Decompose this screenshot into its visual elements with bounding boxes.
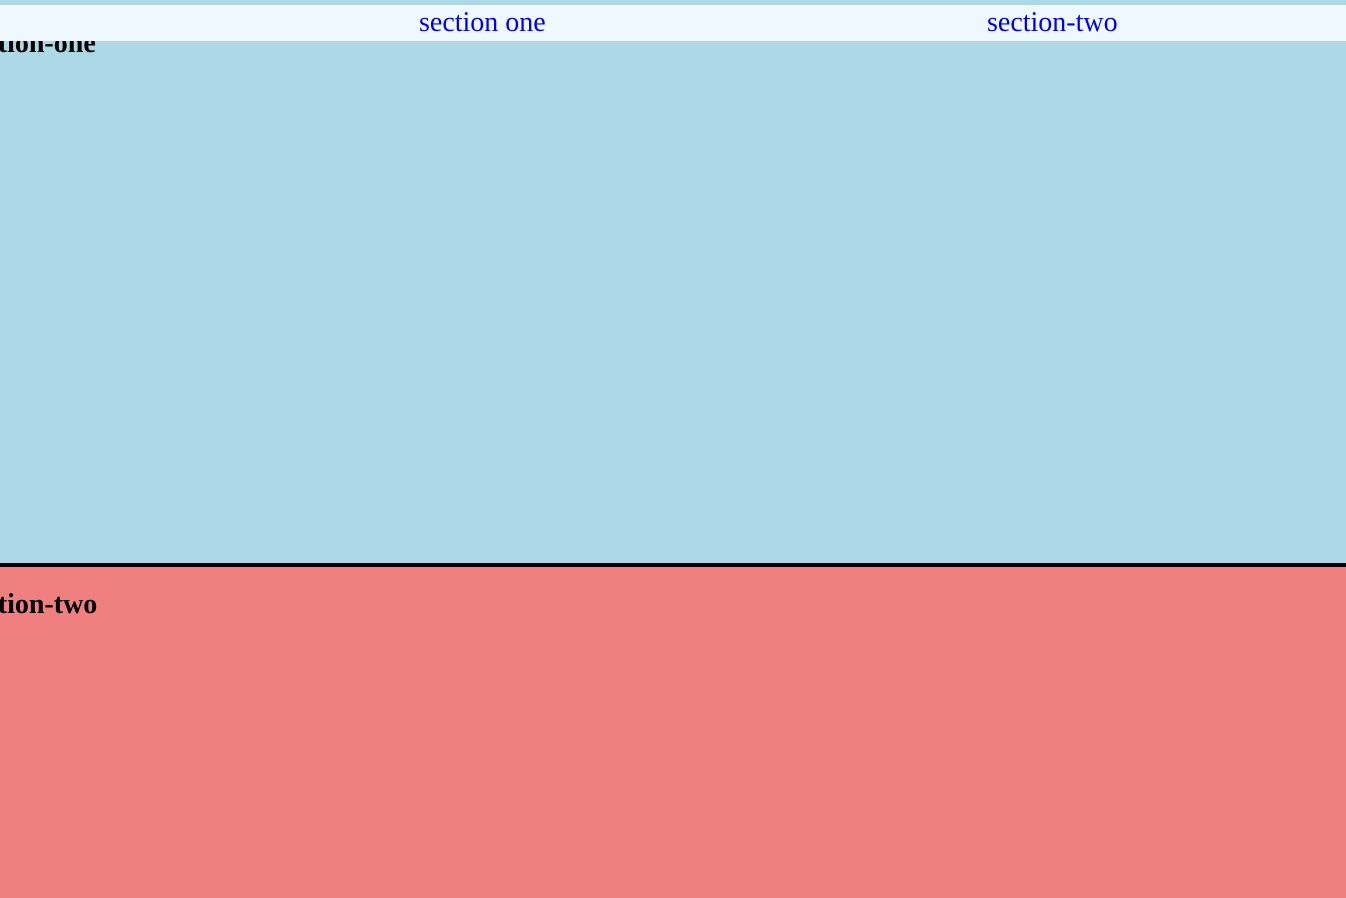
top-nav: section one section-two bbox=[0, 5, 1346, 41]
nav-link-section-two[interactable]: section-two bbox=[987, 7, 1118, 38]
nav-link-section-one[interactable]: section one bbox=[419, 7, 546, 38]
section-two: section-two bbox=[0, 567, 1346, 898]
section-divider bbox=[0, 563, 1346, 567]
section-one: section-one bbox=[0, 0, 1346, 563]
section-two-heading: section-two bbox=[0, 589, 98, 620]
